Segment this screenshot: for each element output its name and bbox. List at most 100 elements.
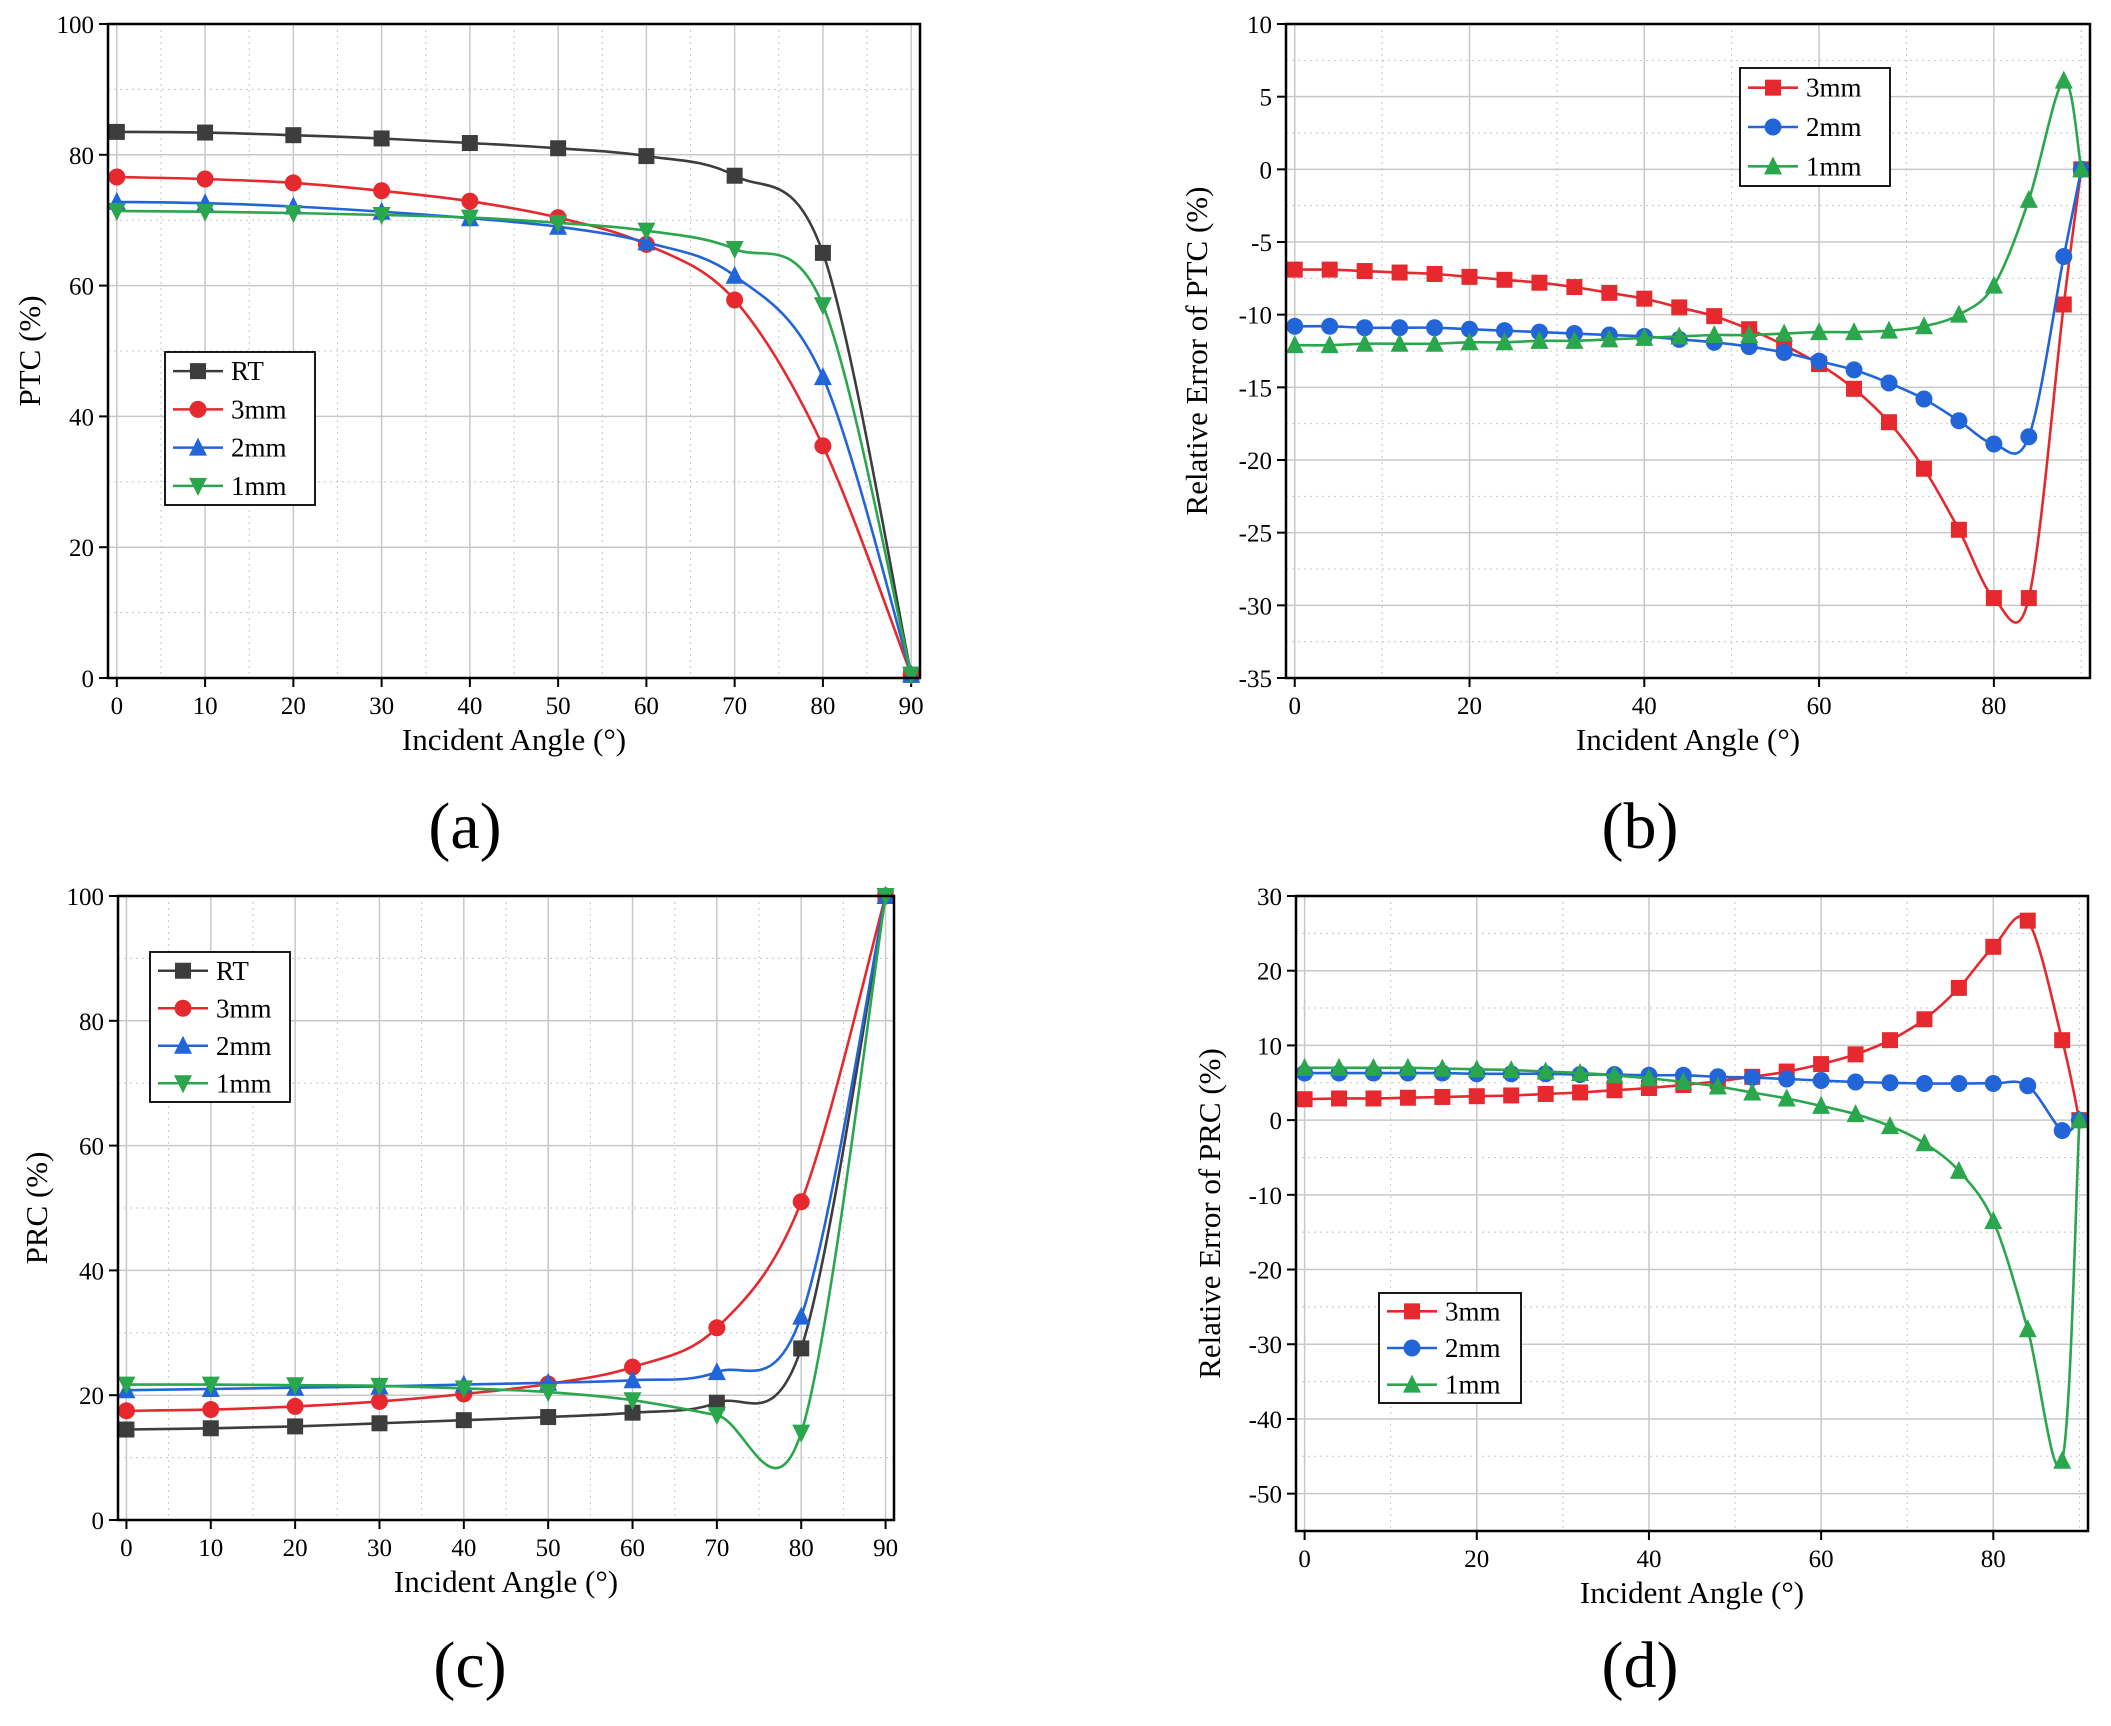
data-point-2mm bbox=[637, 232, 656, 251]
y-axis-label: PRC (%) bbox=[19, 1152, 54, 1265]
y-tick-label: 0 bbox=[82, 666, 95, 693]
data-point-3mm bbox=[284, 174, 302, 192]
data-point-3mm bbox=[1391, 264, 1408, 281]
data-point-RT bbox=[371, 1415, 388, 1432]
data-point-1mm bbox=[196, 203, 215, 222]
legend: RT 3mm 2mm 1mm bbox=[149, 951, 291, 1103]
x-tick-label: 0 bbox=[1288, 693, 1301, 720]
data-point-1mm bbox=[1740, 325, 1759, 344]
y-tick-label: -35 bbox=[1239, 666, 1272, 693]
data-point-3mm bbox=[1915, 460, 1932, 477]
y-tick-label: 0 bbox=[92, 1508, 105, 1535]
legend-marker-1mm bbox=[189, 477, 207, 496]
data-point-RT bbox=[708, 1394, 725, 1411]
data-point-3mm bbox=[1496, 271, 1513, 288]
data-point-3mm bbox=[1426, 265, 1443, 282]
y-tick-label: 10 bbox=[1247, 12, 1272, 39]
data-point-3mm bbox=[1566, 279, 1583, 296]
data-point-1mm bbox=[1398, 1057, 1417, 1076]
y-tick-label: 80 bbox=[69, 143, 94, 170]
y-tick-label: 100 bbox=[57, 12, 95, 39]
y-tick-label: -50 bbox=[1249, 1482, 1282, 1509]
data-point-1mm bbox=[2018, 1319, 2037, 1338]
data-point-1mm bbox=[902, 666, 921, 685]
data-point-2mm bbox=[792, 1306, 811, 1325]
y-tick-label: 60 bbox=[69, 274, 94, 301]
data-point-3mm bbox=[461, 192, 479, 210]
plot-frame bbox=[1294, 894, 2090, 1533]
data-point-2mm bbox=[1356, 319, 1374, 337]
panel-label-a: (a) bbox=[428, 790, 501, 863]
data-point-1mm bbox=[1285, 335, 1304, 354]
x-tick-label: 40 bbox=[457, 693, 482, 720]
data-point-1mm bbox=[1880, 320, 1898, 339]
y-tick-label: -20 bbox=[1239, 448, 1272, 475]
chart-a-ptc: 0 10 20 30 40 50 60 70 80 90 0 20 40 60 80 100 Incident … bbox=[12, 12, 924, 757]
data-point-3mm bbox=[1636, 290, 1653, 307]
data-point-1mm bbox=[1743, 1082, 1762, 1101]
plot-frame bbox=[106, 22, 922, 680]
data-point-3mm bbox=[117, 1402, 135, 1420]
legend-marker-3mm bbox=[189, 400, 207, 418]
x-tick-label: 10 bbox=[198, 1535, 223, 1562]
legend-marker-3mm bbox=[1765, 79, 1781, 96]
data-point-3mm bbox=[2055, 296, 2072, 313]
y-tick-label: 100 bbox=[67, 884, 105, 911]
data-point-3mm bbox=[1434, 1088, 1451, 1105]
data-point-1mm bbox=[1705, 325, 1724, 344]
x-tick-label: 0 bbox=[120, 1535, 133, 1562]
x-tick-label: 0 bbox=[1298, 1546, 1311, 1573]
data-point-1mm bbox=[539, 1384, 558, 1403]
legend-marker-3mm bbox=[174, 999, 192, 1017]
data-point-3mm bbox=[1365, 1090, 1382, 1107]
data-point-3mm bbox=[726, 291, 744, 309]
data-point-1mm bbox=[1571, 1063, 1590, 1082]
plot-frame bbox=[116, 894, 896, 1522]
data-point-3mm bbox=[1601, 284, 1618, 301]
legend-label-1mm: 1mm bbox=[1806, 151, 1862, 181]
data-point-2mm bbox=[2053, 1122, 2071, 1140]
data-point-2mm bbox=[1391, 319, 1409, 337]
legend-label-3mm: 3mm bbox=[1806, 73, 1862, 103]
series-1mm bbox=[1295, 1057, 2089, 1469]
data-point-2mm bbox=[1984, 1075, 2002, 1093]
y-tick-label: -30 bbox=[1239, 593, 1272, 620]
x-tick-label: 20 bbox=[1457, 693, 1482, 720]
data-point-RT bbox=[726, 167, 743, 184]
x-tick-label: 90 bbox=[899, 693, 924, 720]
series-RT bbox=[118, 888, 894, 1438]
data-point-1mm bbox=[2053, 1450, 2072, 1469]
data-point-3mm bbox=[108, 168, 126, 186]
series-1mm bbox=[1285, 70, 2091, 354]
y-tick-label: 30 bbox=[1257, 884, 1282, 911]
data-point-1mm bbox=[1775, 323, 1794, 342]
x-axis-label: Incident Angle (°) bbox=[1576, 722, 1800, 757]
y-tick-label: -10 bbox=[1249, 1183, 1282, 1210]
data-point-1mm bbox=[286, 1377, 305, 1396]
data-point-3mm bbox=[1847, 1046, 1864, 1063]
data-point-1mm bbox=[1846, 1104, 1865, 1123]
data-point-RT bbox=[638, 148, 655, 165]
legend: 3mm 2mm 1mm bbox=[1739, 67, 1891, 187]
data-point-1mm bbox=[549, 214, 568, 233]
data-point-1mm bbox=[1674, 1072, 1693, 1091]
data-point-2mm bbox=[1778, 1070, 1796, 1088]
y-axis-label: Relative Error of PTC (%) bbox=[1179, 187, 1214, 516]
data-point-3mm bbox=[2020, 590, 2037, 607]
x-tick-label: 90 bbox=[873, 1535, 898, 1562]
data-point-1mm bbox=[1600, 329, 1619, 348]
data-point-1mm bbox=[460, 209, 479, 228]
data-point-2mm bbox=[1847, 1073, 1865, 1091]
x-tick-label: 80 bbox=[1981, 693, 2006, 720]
legend-label-1mm: 1mm bbox=[1445, 1370, 1501, 1400]
data-point-RT bbox=[197, 124, 214, 141]
data-point-3mm bbox=[708, 1319, 726, 1337]
y-axis-label: PTC (%) bbox=[12, 295, 47, 406]
data-point-2mm bbox=[623, 1370, 642, 1389]
data-point-3mm bbox=[792, 1193, 810, 1211]
data-point-1mm bbox=[2054, 70, 2073, 89]
data-point-1mm bbox=[1536, 1061, 1555, 1080]
data-point-2mm bbox=[1286, 317, 1304, 335]
legend: 3mm 2mm 1mm bbox=[1378, 1292, 1522, 1404]
